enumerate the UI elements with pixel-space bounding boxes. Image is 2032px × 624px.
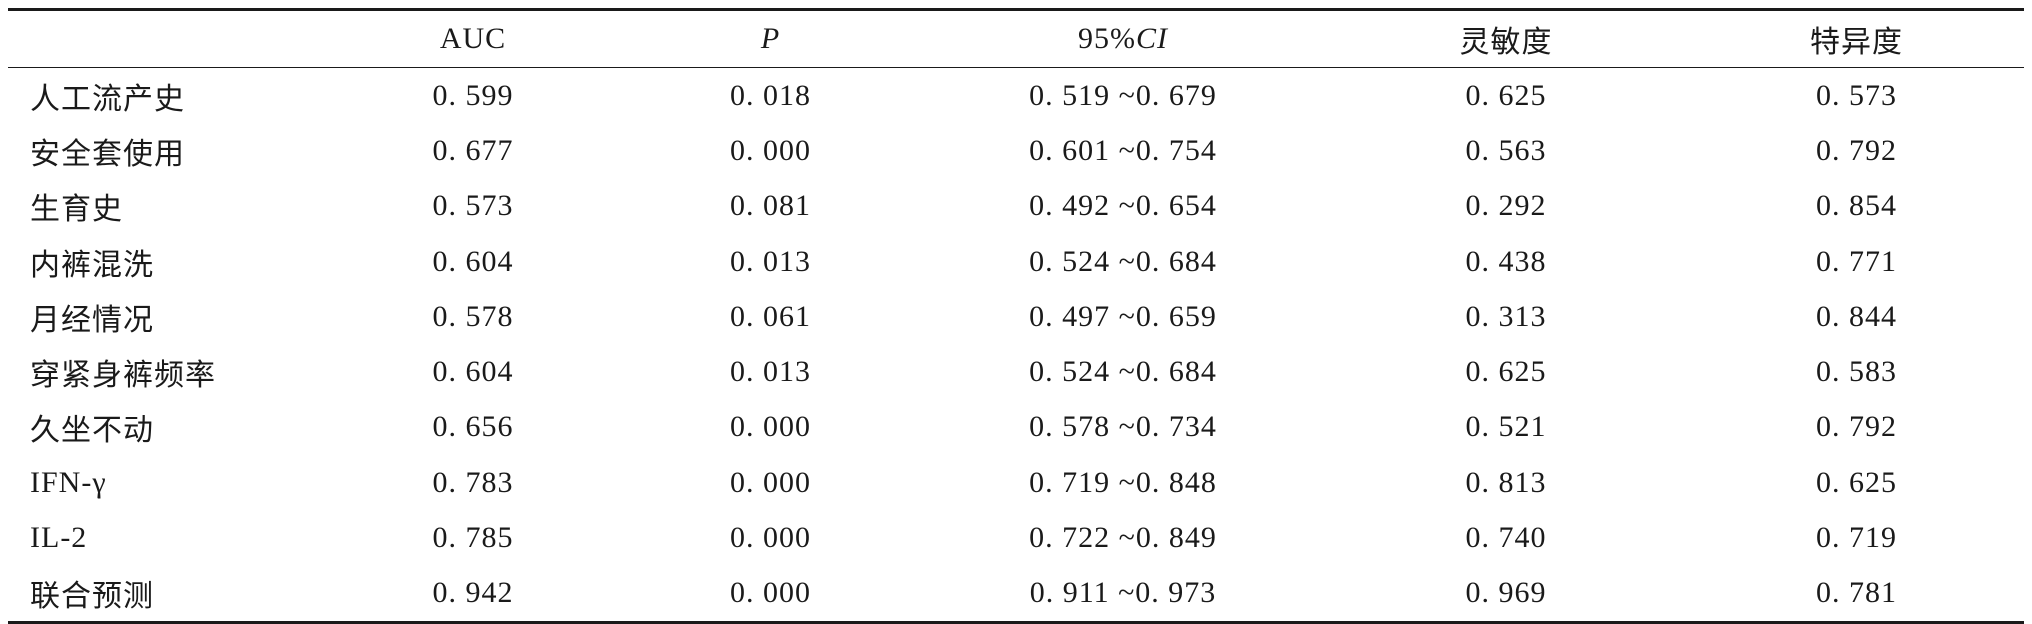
- sensitivity-value: 0. 521: [1465, 410, 1547, 444]
- ci-value: 0. 911 ~0. 973: [1029, 576, 1217, 610]
- ci-value: 0. 524 ~0. 684: [1029, 355, 1217, 389]
- sensitivity-value: 0. 813: [1465, 465, 1547, 499]
- auc-value: 0. 604: [432, 355, 514, 389]
- row-label: 安全套使用: [30, 137, 185, 171]
- table-row: 内裤混洗 0. 604 0. 013 0. 524 ~0. 684 0. 438…: [8, 234, 2024, 289]
- table-header: AUC P 95%CI 灵敏度 特异度: [8, 9, 2024, 68]
- specificity-value: 0. 719: [1816, 521, 1897, 555]
- ci-value: 0. 497 ~0. 659: [1029, 299, 1217, 333]
- row-label: 生育史: [30, 193, 123, 227]
- sensitivity-value: 0. 625: [1465, 355, 1547, 389]
- roc-results-table: AUC P 95%CI 灵敏度 特异度 人工流产史 0. 599 0. 018 …: [8, 8, 2024, 624]
- header-label: [8, 10, 328, 68]
- ci-value: 0. 578 ~0. 734: [1029, 410, 1217, 444]
- ci-value: 0. 524 ~0. 684: [1029, 244, 1217, 278]
- ci-value: 0. 719 ~0. 848: [1029, 465, 1217, 499]
- specificity-value: 0. 583: [1816, 355, 1897, 389]
- row-label: IL-2: [30, 521, 88, 555]
- table-body: 人工流产史 0. 599 0. 018 0. 519 ~0. 679 0. 62…: [8, 68, 2024, 623]
- p-value: 0. 000: [730, 465, 811, 499]
- row-label: 月经情况: [30, 303, 154, 337]
- table-row: 久坐不动 0. 656 0. 000 0. 578 ~0. 734 0. 521…: [8, 400, 2024, 455]
- header-row: AUC P 95%CI 灵敏度 特异度: [8, 9, 2024, 68]
- table-row: 联合预测 0. 942 0. 000 0. 911 ~0. 973 0. 969…: [8, 566, 2024, 623]
- specificity-value: 0. 854: [1816, 189, 1897, 223]
- auc-value: 0. 677: [432, 133, 514, 167]
- sensitivity-value: 0. 292: [1465, 189, 1547, 223]
- sensitivity-value: 0. 969: [1465, 576, 1547, 610]
- auc-value: 0. 578: [432, 299, 514, 333]
- header-ci-percent: 95%: [1078, 22, 1136, 55]
- ci-value: 0. 519 ~0. 679: [1029, 78, 1217, 112]
- row-label: 久坐不动: [30, 414, 154, 448]
- sensitivity-value: 0. 740: [1465, 521, 1547, 555]
- auc-value: 0. 785: [432, 521, 514, 555]
- sensitivity-value: 0. 438: [1465, 244, 1547, 278]
- header-sensitivity: 灵敏度: [1459, 26, 1553, 59]
- row-label: IFN-γ: [30, 465, 107, 499]
- p-value: 0. 081: [730, 189, 811, 223]
- ci-value: 0. 601 ~0. 754: [1029, 133, 1217, 167]
- ci-value: 0. 492 ~0. 654: [1029, 189, 1217, 223]
- row-label: 人工流产史: [30, 82, 185, 116]
- row-label: 内裤混洗: [30, 248, 154, 282]
- table-row: 穿紧身裤频率 0. 604 0. 013 0. 524 ~0. 684 0. 6…: [8, 344, 2024, 399]
- header-ci-abbr: CI: [1136, 22, 1168, 55]
- header-p: P: [760, 22, 781, 55]
- p-value: 0. 013: [730, 244, 811, 278]
- results-table-container: AUC P 95%CI 灵敏度 特异度 人工流产史 0. 599 0. 018 …: [8, 8, 2024, 624]
- specificity-value: 0. 792: [1816, 410, 1897, 444]
- p-value: 0. 000: [730, 521, 811, 555]
- specificity-value: 0. 844: [1816, 299, 1897, 333]
- auc-value: 0. 599: [432, 78, 514, 112]
- row-label: 穿紧身裤频率: [30, 359, 216, 393]
- row-label: 联合预测: [30, 580, 154, 614]
- auc-value: 0. 604: [432, 244, 514, 278]
- auc-value: 0. 573: [432, 189, 514, 223]
- specificity-value: 0. 625: [1816, 465, 1897, 499]
- sensitivity-value: 0. 563: [1465, 133, 1547, 167]
- p-value: 0. 018: [730, 78, 811, 112]
- specificity-value: 0. 781: [1816, 576, 1897, 610]
- table-row: IL-2 0. 785 0. 000 0. 722 ~0. 849 0. 740…: [8, 510, 2024, 565]
- p-value: 0. 013: [730, 355, 811, 389]
- p-value: 0. 000: [730, 410, 811, 444]
- specificity-value: 0. 792: [1816, 133, 1897, 167]
- table-row: 月经情况 0. 578 0. 061 0. 497 ~0. 659 0. 313…: [8, 289, 2024, 344]
- auc-value: 0. 783: [432, 465, 514, 499]
- header-specificity: 特异度: [1810, 26, 1903, 59]
- table-row: 安全套使用 0. 677 0. 000 0. 601 ~0. 754 0. 56…: [8, 123, 2024, 178]
- auc-value: 0. 942: [432, 576, 514, 610]
- header-ci: 95%CI: [923, 10, 1323, 68]
- table-row: IFN-γ 0. 783 0. 000 0. 719 ~0. 848 0. 81…: [8, 455, 2024, 510]
- p-value: 0. 000: [730, 133, 811, 167]
- table-row: 生育史 0. 573 0. 081 0. 492 ~0. 654 0. 292 …: [8, 179, 2024, 234]
- specificity-value: 0. 771: [1816, 244, 1897, 278]
- p-value: 0. 000: [730, 576, 811, 610]
- specificity-value: 0. 573: [1816, 78, 1897, 112]
- ci-value: 0. 722 ~0. 849: [1029, 521, 1217, 555]
- table-row: 人工流产史 0. 599 0. 018 0. 519 ~0. 679 0. 62…: [8, 68, 2024, 124]
- p-value: 0. 061: [730, 299, 811, 333]
- sensitivity-value: 0. 313: [1465, 299, 1547, 333]
- header-auc: AUC: [439, 22, 507, 55]
- auc-value: 0. 656: [432, 410, 514, 444]
- sensitivity-value: 0. 625: [1465, 78, 1547, 112]
